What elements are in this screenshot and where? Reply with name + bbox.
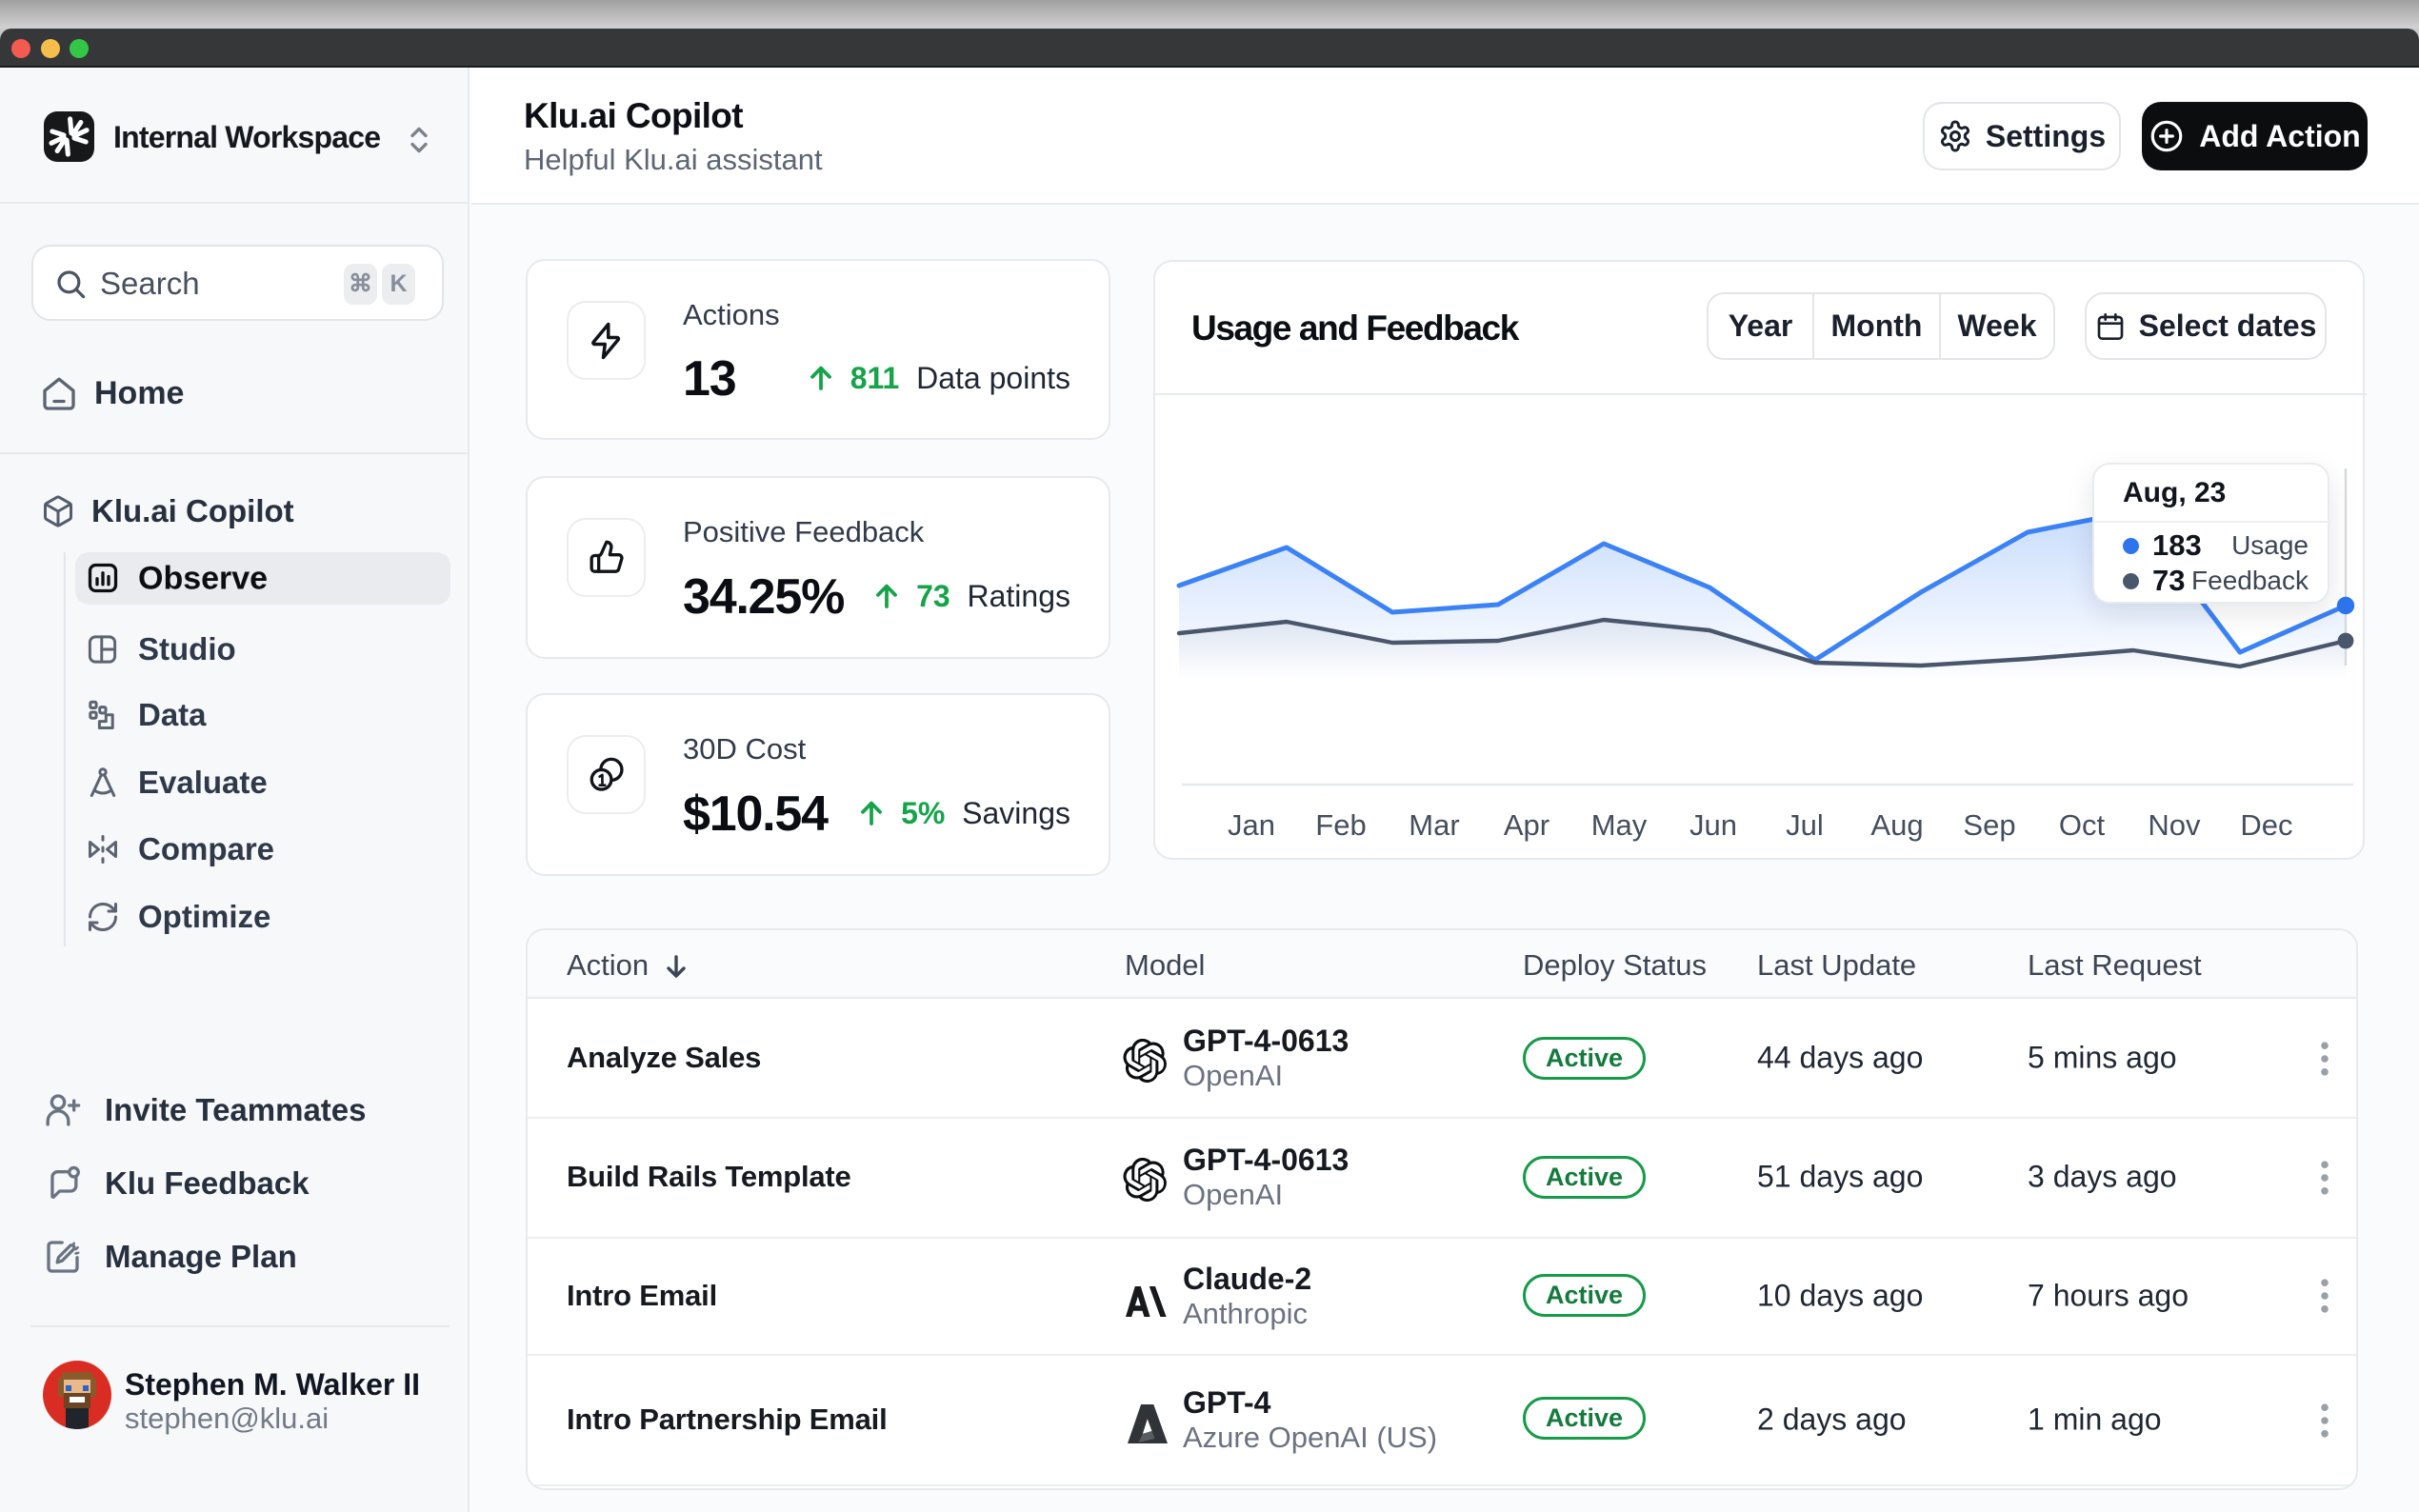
svg-text:Dec: Dec [2240,808,2292,842]
svg-text:Aug: Aug [1870,808,1923,842]
svg-text:Jun: Jun [1689,808,1737,842]
svg-text:Nov: Nov [2148,808,2201,842]
svg-text:Jul: Jul [1786,808,1824,842]
svg-text:Sep: Sep [1963,808,2015,842]
svg-text:Mar: Mar [1409,808,1459,842]
svg-text:Feb: Feb [1315,808,1366,842]
svg-text:Oct: Oct [2059,808,2106,842]
svg-text:Jan: Jan [1228,808,1275,842]
svg-text:Apr: Apr [1504,808,1549,842]
svg-text:May: May [1591,808,1648,842]
